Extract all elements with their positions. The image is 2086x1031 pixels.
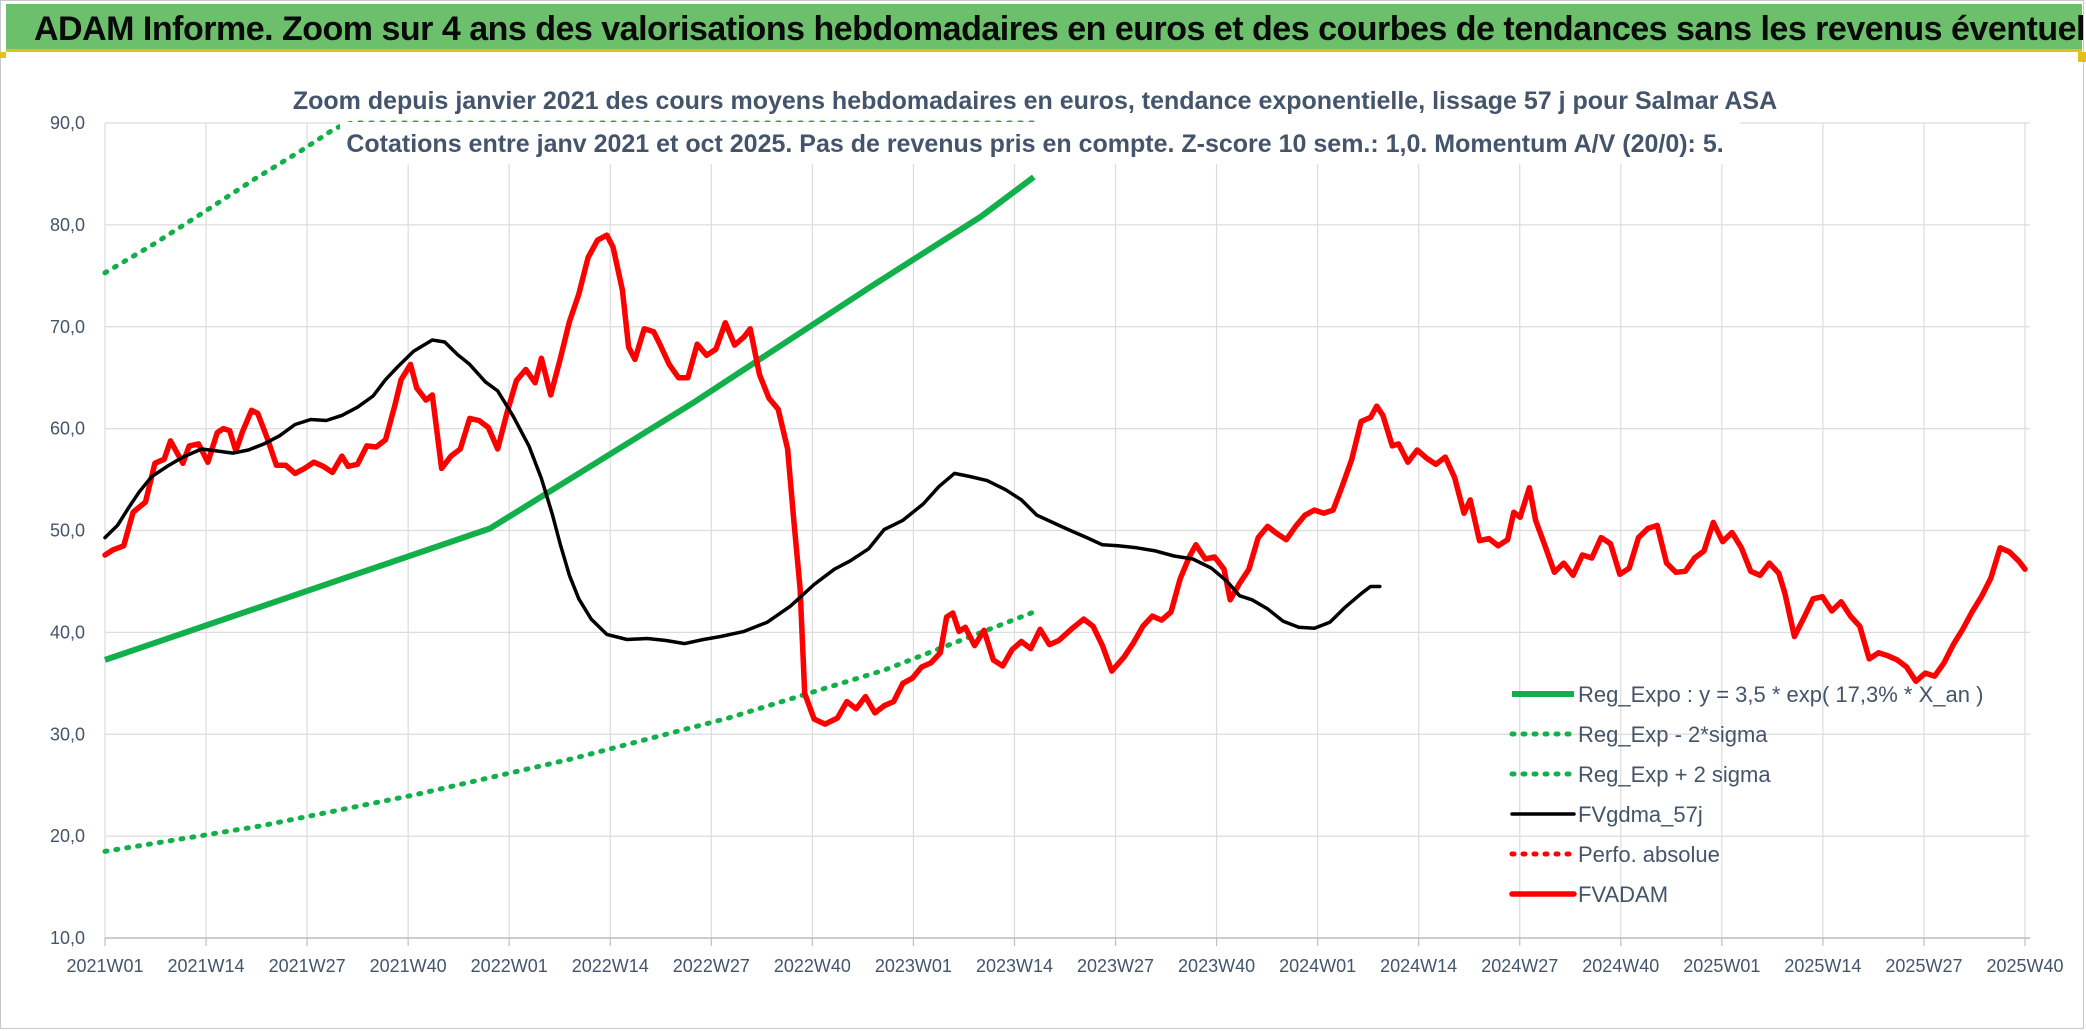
x-tick-label: 2021W14	[168, 956, 245, 976]
y-tick-label: 80,0	[50, 215, 85, 235]
y-tick-label: 50,0	[50, 521, 85, 541]
series-line-5	[102, 232, 2028, 727]
y-tick-label: 60,0	[50, 419, 85, 439]
series-line-1	[102, 609, 1037, 854]
legend-label-5: FVADAM	[1578, 882, 1668, 907]
y-tick-label: 90,0	[50, 113, 85, 133]
x-tick-label: 2023W14	[976, 956, 1053, 976]
x-tick-label: 2025W27	[1885, 956, 1962, 976]
x-tick-label: 2024W14	[1380, 956, 1457, 976]
x-tick-label: 2022W14	[572, 956, 649, 976]
subtitle-layer: Zoom depuis janvier 2021 des cours moyen…	[293, 78, 1777, 164]
legend-label-4: Perfo. absolue	[1578, 842, 1720, 867]
page-title: ADAM Informe. Zoom sur 4 ans des valoris…	[34, 10, 2086, 48]
legend: Reg_Expo : y = 3,5 * exp( 17,3% * X_an )…	[1509, 682, 1983, 907]
x-tick-label: 2023W27	[1077, 956, 1154, 976]
x-tick-label: 2025W14	[1784, 956, 1861, 976]
subtitle-background-2	[340, 122, 1740, 164]
legend-label-1: Reg_Exp - 2*sigma	[1578, 722, 1768, 747]
x-tick-label: 2021W01	[66, 956, 143, 976]
series-layer	[102, 120, 2028, 854]
y-tick-label: 10,0	[50, 928, 85, 948]
x-tick-label: 2024W27	[1481, 956, 1558, 976]
x-tick-label: 2021W27	[269, 956, 346, 976]
grid-layer	[104, 122, 2030, 946]
legend-label-3: FVgdma_57j	[1578, 802, 1703, 827]
x-tick-label: 2023W01	[875, 956, 952, 976]
x-tick-label: 2023W40	[1178, 956, 1255, 976]
subtitle-background-1	[330, 78, 1740, 120]
x-tick-label: 2025W40	[1986, 956, 2063, 976]
y-tick-label: 40,0	[50, 622, 85, 642]
series-line-3	[103, 338, 1382, 646]
title-bar: ADAM Informe. Zoom sur 4 ans des valoris…	[6, 4, 2086, 52]
series-line-0	[104, 174, 1036, 663]
corner-accent-right	[2078, 52, 2086, 62]
x-tick-label: 2021W40	[370, 956, 447, 976]
x-tick-label: 2022W01	[471, 956, 548, 976]
y-tick-label: 20,0	[50, 826, 85, 846]
y-tick-label: 70,0	[50, 317, 85, 337]
y-tick-label: 30,0	[50, 724, 85, 744]
x-tick-label: 2024W40	[1582, 956, 1659, 976]
corner-accent-left	[0, 52, 6, 58]
x-tick-label: 2024W01	[1279, 956, 1356, 976]
chart-subtitle-line2: Cotations entre janv 2021 et oct 2025. P…	[346, 130, 1723, 158]
x-tick-label: 2022W27	[673, 956, 750, 976]
legend-label-2: Reg_Exp + 2 sigma	[1578, 762, 1771, 787]
x-tick-label: 2025W01	[1683, 956, 1760, 976]
chart-subtitle-line1: Zoom depuis janvier 2021 des cours moyen…	[293, 87, 1777, 115]
x-tick-label: 2022W40	[774, 956, 851, 976]
tick-layer: 2021W01 2021W14 2021W27 2021W40 2022W01 2022W…	[50, 113, 2064, 976]
legend-label-0: Reg_Expo : y = 3,5 * exp( 17,3% * X_an )	[1578, 682, 1983, 707]
